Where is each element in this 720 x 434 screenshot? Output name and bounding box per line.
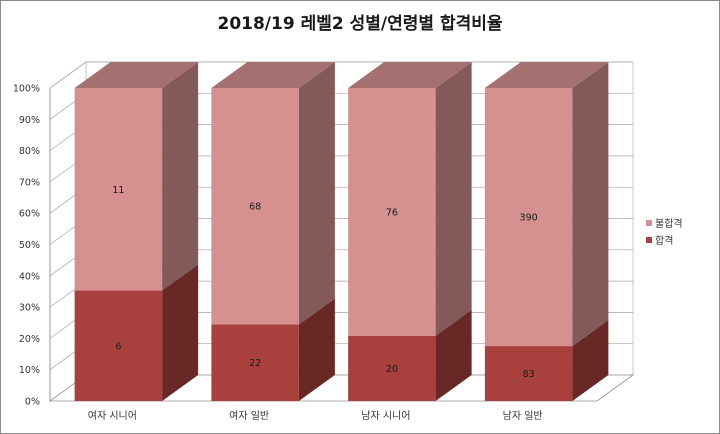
bar-segment [211, 88, 299, 325]
bar-segment-side [572, 62, 609, 347]
y-tick-label: 70% [19, 177, 40, 188]
legend-swatch [646, 220, 652, 226]
data-label: 22 [249, 358, 261, 369]
bar-segment [348, 335, 436, 401]
bar-segment [211, 324, 299, 401]
bar-top [211, 62, 335, 88]
legend-label: 합격 [655, 234, 673, 247]
bar-stack: 6 11 [74, 62, 199, 401]
y-tick-label: 80% [19, 146, 40, 157]
data-label: 390 [520, 213, 538, 224]
bar-stack: 22 68 [211, 62, 335, 401]
x-tick-label: 여자 일반 [229, 410, 269, 422]
data-label: 83 [523, 369, 535, 380]
data-label: 20 [386, 364, 398, 375]
y-tick-label: 50% [19, 240, 40, 251]
bar-stack: 83 390 [484, 62, 609, 401]
bar-segment-side [162, 264, 199, 401]
bar-segment [348, 88, 436, 336]
data-label: 76 [386, 207, 398, 218]
legend-swatch [646, 237, 652, 243]
data-label: 6 [115, 341, 121, 352]
bar-segment-side [435, 309, 472, 401]
chart-title: 2018/19 레벨2 성별/연령별 합격비율 [217, 13, 502, 34]
bar-segment-side [298, 62, 335, 325]
bar-segment-side [298, 298, 335, 401]
legend-label: 불합격 [655, 217, 683, 230]
y-tick-label: 60% [19, 209, 40, 220]
y-tick-label: 30% [19, 303, 40, 314]
y-tick-label: 20% [19, 334, 40, 345]
bar-segment [484, 346, 573, 401]
y-tick-label: 100% [13, 84, 40, 95]
x-tick-label: 남자 시니어 [361, 410, 410, 422]
bar-top [484, 62, 609, 88]
y-tick-label: 90% [19, 115, 40, 126]
bar-segment [484, 88, 573, 347]
bar-segment-side [435, 62, 472, 336]
bar-segment-side [572, 320, 609, 401]
y-tick-label: 10% [19, 365, 40, 376]
bar-top [74, 62, 199, 88]
bar-segment [74, 88, 163, 291]
x-tick-label: 여자 시니어 [88, 410, 137, 422]
data-label: 68 [249, 202, 261, 213]
y-axis-ticks: 0% 10% 20% 30% 40% 50% 60% 70% 80% 90% 100% [13, 84, 40, 408]
y-tick-label: 0% [25, 397, 40, 408]
data-label: 11 [112, 185, 124, 196]
x-tick-label: 남자 일반 [503, 410, 543, 422]
bar-top [348, 62, 472, 88]
y-tick-label: 40% [19, 271, 40, 282]
bar-segment-side [162, 62, 199, 291]
bar-segment [74, 290, 163, 401]
x-axis-labels: 여자 시니어 여자 일반 남자 시니어 남자 일반 [88, 410, 543, 422]
